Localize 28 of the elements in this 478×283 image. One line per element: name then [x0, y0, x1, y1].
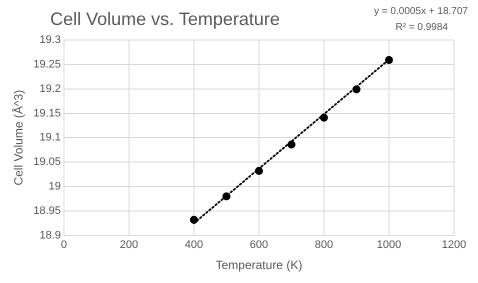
x-axis-title: Temperature (K)	[216, 258, 302, 272]
x-tick-label: 1000	[376, 239, 402, 252]
point	[190, 216, 198, 224]
y-tick-label: 19	[48, 180, 61, 193]
x-tick-label: 800	[314, 239, 334, 252]
point	[320, 114, 328, 122]
x-tick-label: 1200	[442, 239, 466, 252]
x-tick-label: 600	[250, 239, 268, 252]
y-tick-label: 19.15	[33, 107, 61, 120]
chart-title: Cell Volume vs. Temperature	[50, 8, 280, 29]
y-tick-label: 18.95	[33, 205, 61, 218]
y-tick-label: 19.1	[40, 132, 61, 144]
x-tick-label: 400	[184, 239, 204, 252]
point	[287, 140, 296, 149]
y-tick-label: 18.9	[40, 229, 61, 242]
x-tick-label: 200	[120, 239, 138, 252]
point	[222, 192, 230, 200]
point	[254, 166, 263, 175]
x-tick-label: 0	[60, 239, 67, 252]
y-tick-label: 19.3	[40, 34, 61, 46]
text: y = 0.0005x + 18.707	[374, 6, 468, 17]
y-tick-label: 19.05	[33, 156, 61, 168]
y-axis-title: Cell Volume (Å^3)	[12, 90, 26, 186]
y-tick-label: 19.25	[33, 58, 61, 70]
point	[384, 56, 393, 64]
point	[352, 85, 360, 94]
y-tick-label: 19.2	[40, 82, 61, 95]
text: R² = 0.9984	[395, 22, 448, 33]
